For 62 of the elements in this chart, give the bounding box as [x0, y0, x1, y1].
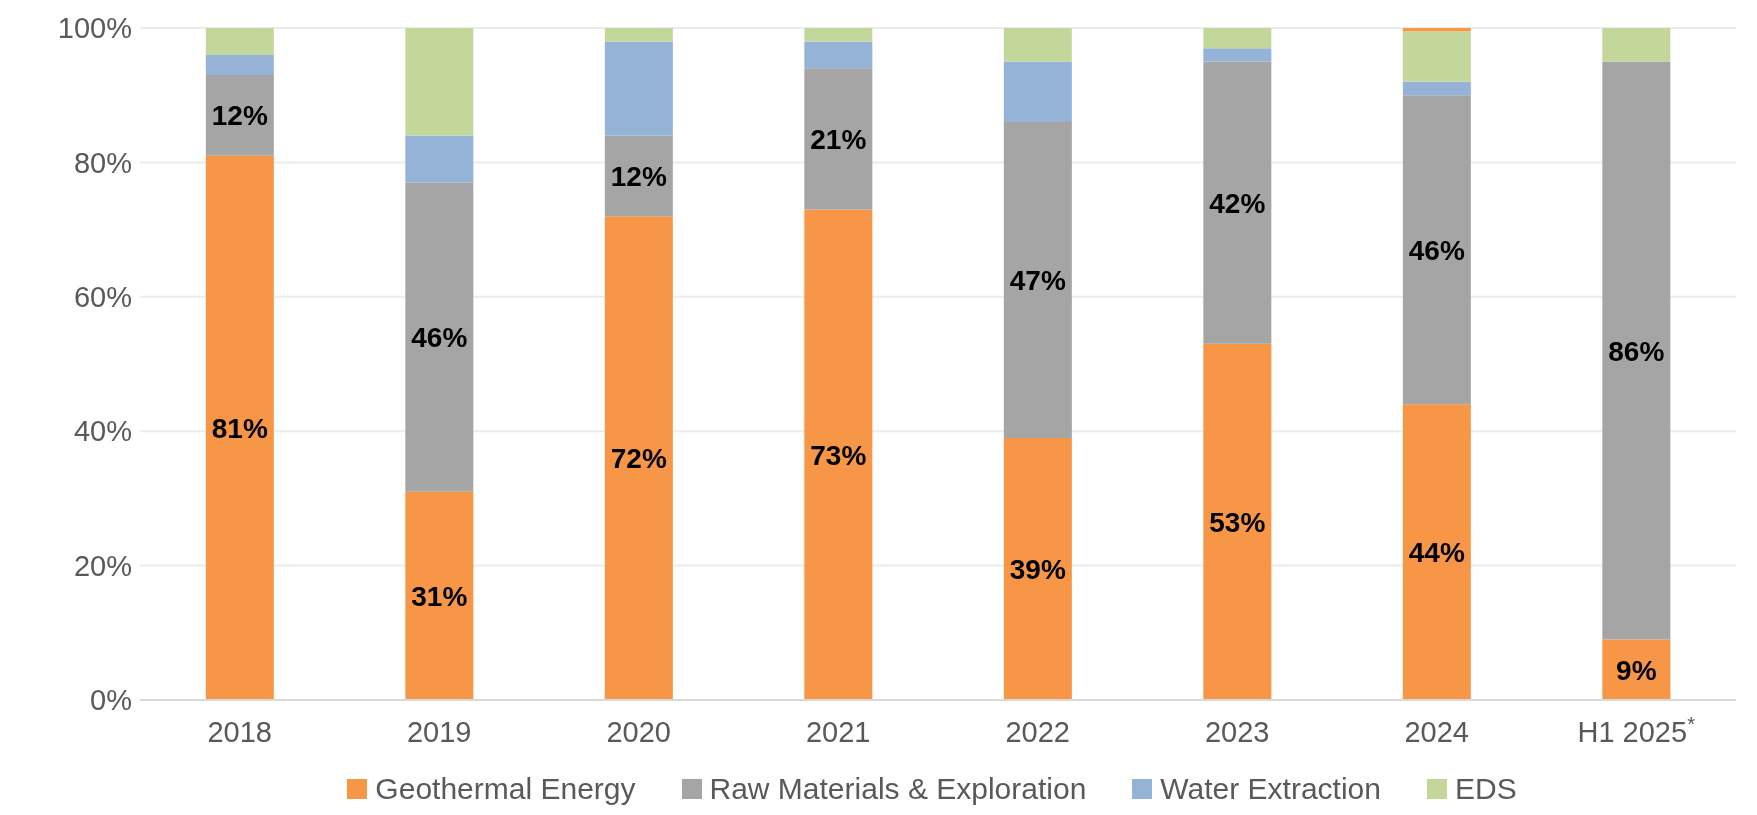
- bar: [1602, 61, 1671, 640]
- x-tick-label: 2021: [805, 716, 871, 748]
- bar: [604, 41, 673, 136]
- bar: [1203, 343, 1272, 700]
- y-tick-label: 0%: [90, 684, 132, 717]
- bar: [1402, 81, 1471, 96]
- bar: [405, 491, 474, 700]
- bar: [1003, 28, 1072, 62]
- data-label: 72%: [610, 442, 667, 474]
- y-tick-label: 60%: [73, 281, 132, 314]
- data-label: 86%: [1608, 335, 1665, 367]
- bar: [1203, 48, 1272, 62]
- bar: [604, 28, 673, 42]
- x-tick-label: 2018: [207, 716, 273, 748]
- x-tick-label: H1 2025$^{*}$: [1577, 713, 1696, 748]
- bar: [1003, 437, 1072, 700]
- bar: [1402, 404, 1471, 700]
- data-label: 44%: [1408, 536, 1465, 568]
- bar: [804, 68, 873, 210]
- y-tick-label: 20%: [73, 549, 132, 582]
- data-label: 31%: [411, 580, 468, 612]
- x-tick-label: 2020: [606, 716, 672, 748]
- bar: [1602, 28, 1671, 62]
- data-label: 9%: [1616, 654, 1657, 686]
- data-label: 12%: [610, 160, 667, 192]
- bar: [804, 209, 873, 700]
- bar: [1402, 31, 1471, 82]
- data-label: 39%: [1009, 553, 1066, 585]
- legend-label: Geothermal Energy: [375, 772, 636, 806]
- bar: [804, 28, 873, 42]
- legend-label: Raw Materials & Exploration: [709, 772, 1087, 806]
- data-label: 73%: [810, 439, 867, 471]
- data-label: 47%: [1009, 264, 1066, 296]
- x-tick-label: 2019: [406, 716, 472, 748]
- y-tick-label: 80%: [73, 146, 132, 179]
- y-tick-label: 40%: [73, 415, 132, 448]
- bar: [405, 135, 474, 183]
- data-label: 53%: [1209, 506, 1266, 538]
- data-label: 12%: [211, 99, 268, 131]
- data-label: 46%: [411, 321, 468, 353]
- x-tick-label: 2022: [1005, 716, 1071, 748]
- data-label: 46%: [1408, 234, 1465, 266]
- bar: [804, 41, 873, 69]
- y-tick-label: 100%: [57, 12, 132, 45]
- legend-label: Water Extraction: [1160, 772, 1381, 806]
- bar: [1003, 122, 1072, 438]
- bar: [205, 155, 274, 700]
- legend-label: EDS: [1454, 772, 1517, 806]
- bar: [1003, 61, 1072, 123]
- data-label: 81%: [211, 412, 268, 444]
- data-label: 42%: [1209, 187, 1266, 219]
- bar: [1203, 28, 1272, 49]
- bar: [1203, 61, 1272, 344]
- bar: [205, 54, 274, 76]
- bar: [604, 216, 673, 700]
- bar: [205, 28, 274, 55]
- data-label: 21%: [810, 123, 867, 155]
- x-tick-label: 2023: [1204, 716, 1270, 748]
- bar: [405, 182, 474, 492]
- x-tick-label: 2024: [1404, 716, 1470, 748]
- bar: [405, 28, 474, 136]
- bar: [1402, 95, 1471, 405]
